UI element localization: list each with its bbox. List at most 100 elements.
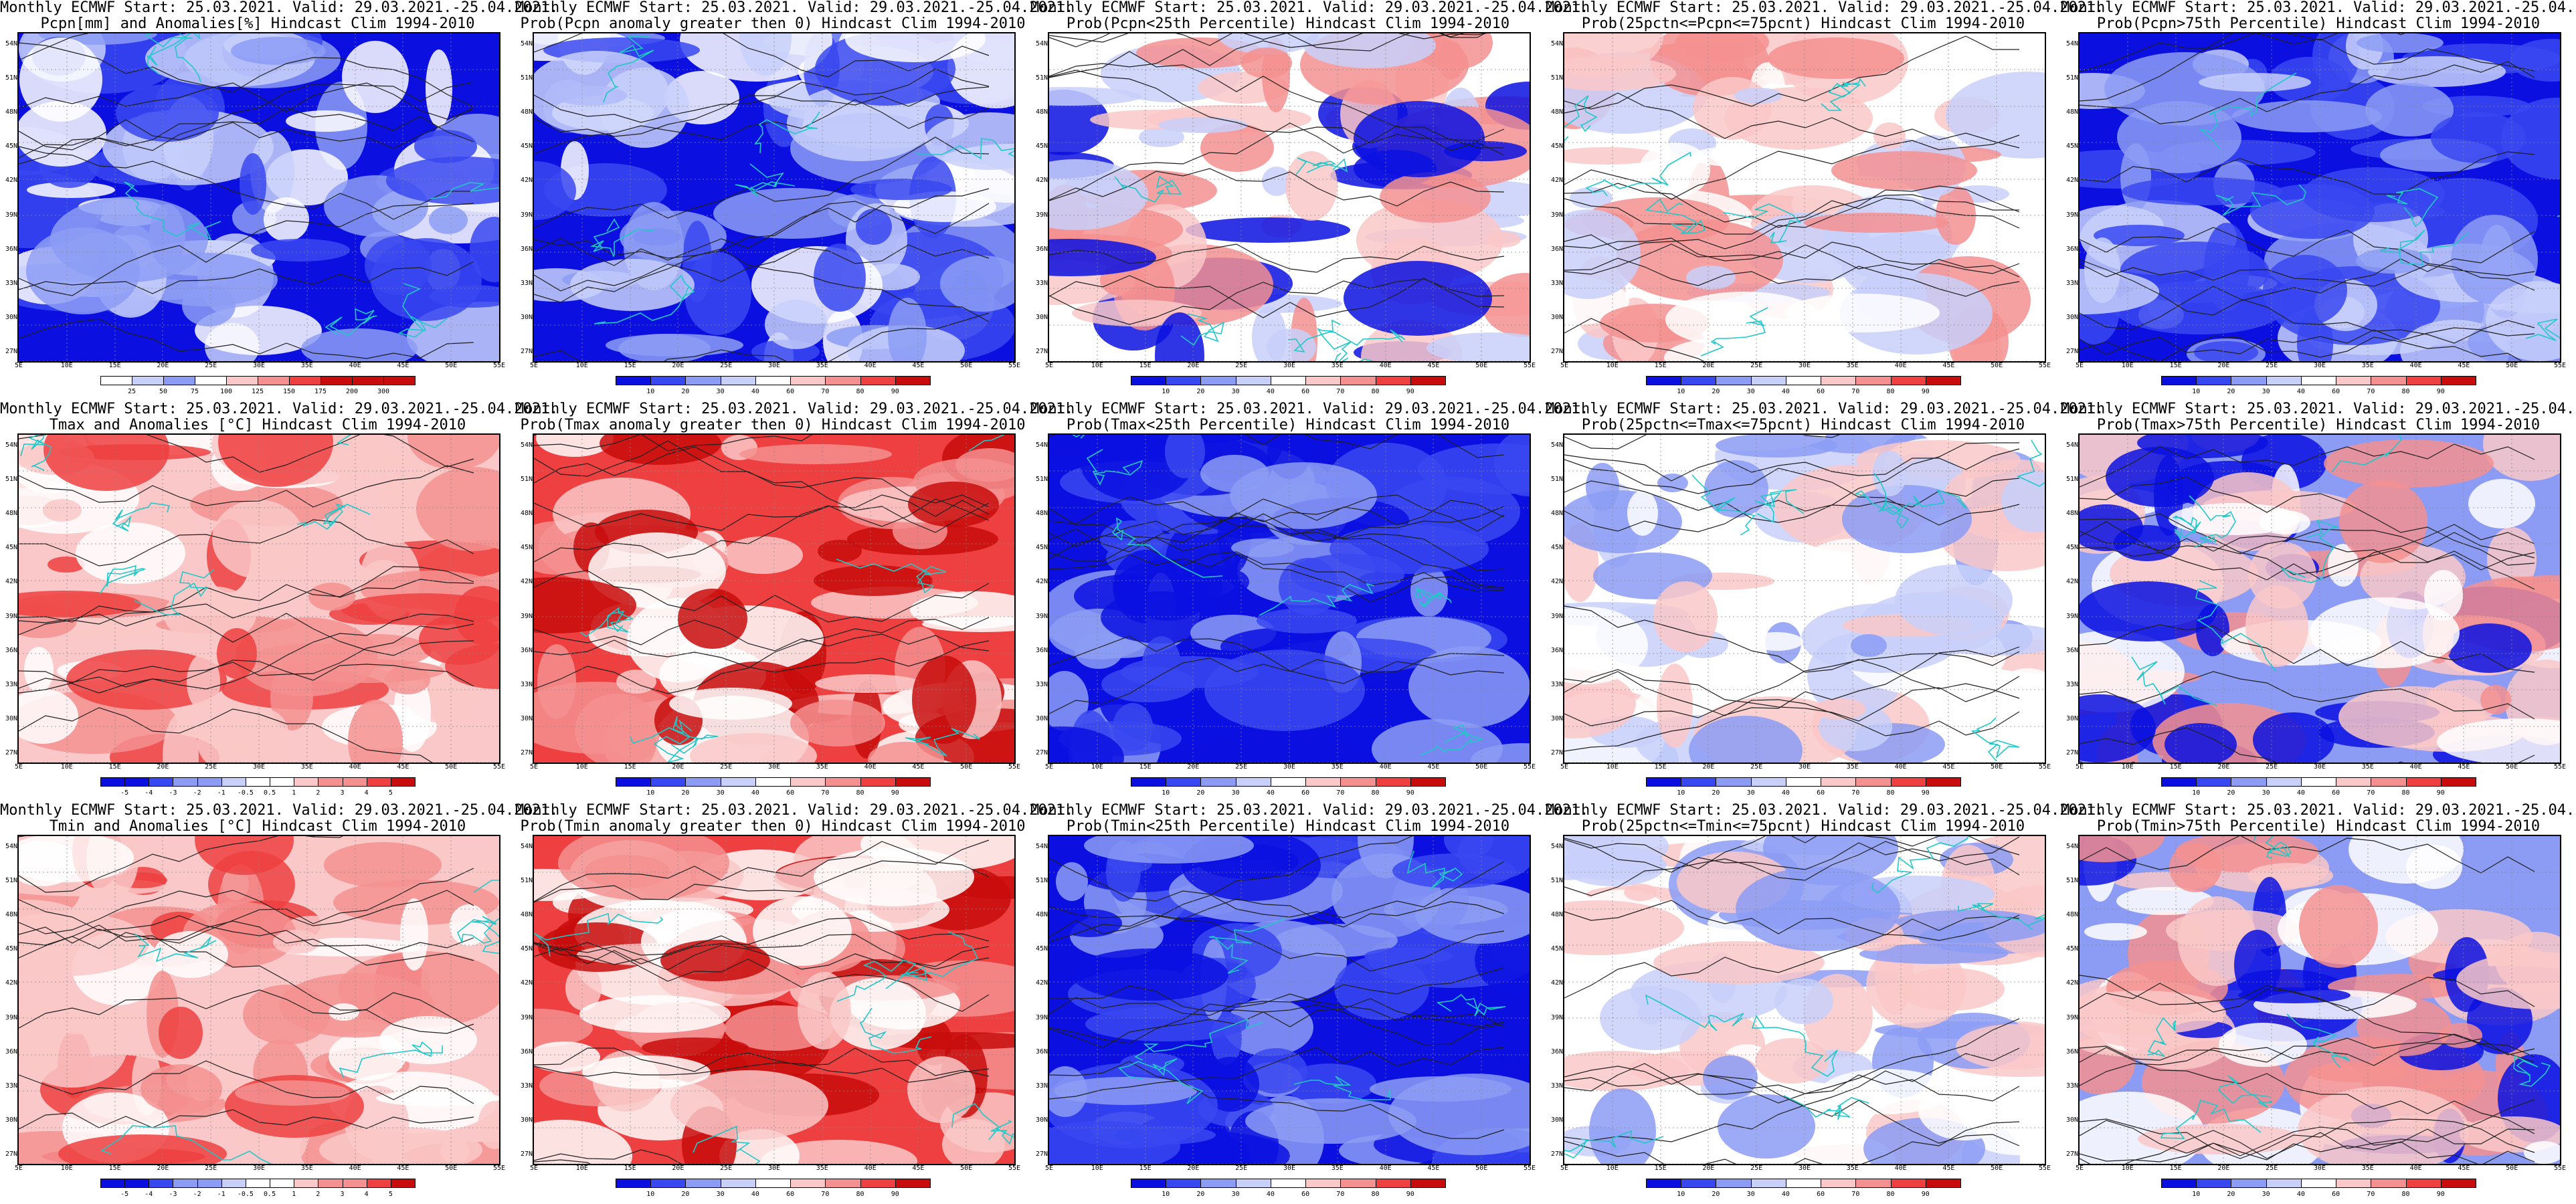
colorbar-segment bbox=[1925, 1179, 1961, 1188]
lon-label: 55E bbox=[2038, 763, 2051, 771]
coastline bbox=[2160, 1099, 2262, 1139]
field-blob bbox=[536, 435, 614, 457]
panel-title: Monthly ECMWF Start: 25.03.2021. Valid: … bbox=[2061, 401, 2576, 433]
field-blob bbox=[1267, 328, 1316, 361]
lon-label: 20E bbox=[157, 362, 169, 369]
field-blob bbox=[1139, 127, 1184, 147]
field-blob bbox=[2199, 73, 2311, 92]
lat-label: 36N bbox=[1035, 245, 1048, 253]
lon-label: 55E bbox=[1523, 1165, 1536, 1172]
field-blob bbox=[141, 1064, 222, 1114]
lon-label: 30E bbox=[252, 763, 266, 771]
lat-label: 27N bbox=[2065, 1150, 2078, 1158]
map-area bbox=[533, 32, 1016, 363]
colorbar-tick: 70 bbox=[821, 1191, 830, 1198]
field-blob bbox=[1734, 88, 1782, 104]
colorbar-tick: 40 bbox=[2296, 1191, 2305, 1198]
colorbar-tick: 100 bbox=[219, 388, 233, 395]
colorbar-segment bbox=[294, 777, 319, 787]
colorbar-segment bbox=[226, 376, 258, 385]
lat-label: 48N bbox=[5, 108, 17, 116]
forecast-panel: Monthly ECMWF Start: 25.03.2021. Valid: … bbox=[0, 0, 558, 401]
contour-line bbox=[1049, 506, 1505, 552]
lon-label: 5E bbox=[1044, 1165, 1054, 1172]
coastline bbox=[1208, 918, 1286, 974]
lon-label: 5E bbox=[2075, 763, 2084, 771]
coastline bbox=[1751, 1015, 1838, 1077]
lon-label: 35E bbox=[816, 763, 828, 771]
contour-line bbox=[1564, 185, 2020, 251]
colorbar-tick: 10 bbox=[1677, 1191, 1685, 1198]
colorbar-segment bbox=[1270, 1179, 1307, 1188]
field-blob bbox=[454, 586, 499, 645]
colorbar-segment bbox=[124, 1179, 150, 1188]
coastline bbox=[693, 1125, 761, 1164]
field-blob bbox=[1200, 455, 1269, 492]
colorbar-tick: 20 bbox=[1196, 789, 1205, 797]
field-blob bbox=[907, 1056, 976, 1123]
colorbar-segment bbox=[100, 777, 126, 787]
lon-label: 40E bbox=[1379, 1165, 1392, 1172]
colorbar-tick: 30 bbox=[2262, 789, 2270, 797]
field-blob bbox=[850, 179, 952, 200]
contour-line bbox=[2080, 513, 2535, 575]
field-blob bbox=[1589, 1088, 1656, 1164]
coastline bbox=[1754, 489, 1805, 523]
colorbar-tick: -3 bbox=[169, 1191, 177, 1198]
lon-label: 25E bbox=[1235, 1165, 1248, 1172]
contour-line bbox=[534, 248, 990, 322]
lat-label: 36N bbox=[5, 1047, 17, 1056]
field-blob bbox=[240, 153, 266, 215]
field-blob bbox=[149, 204, 185, 267]
coastline bbox=[2280, 519, 2340, 583]
colorbar-tick: 40 bbox=[1266, 789, 1275, 797]
field-blob bbox=[251, 239, 350, 262]
field-blob bbox=[1241, 47, 1292, 78]
contour-line bbox=[534, 312, 990, 361]
colorbar-tick: 1 bbox=[292, 1191, 296, 1198]
lon-label: 50E bbox=[1475, 1165, 1488, 1172]
colorbar-segment bbox=[1375, 376, 1411, 385]
colorbar-segment bbox=[1925, 777, 1961, 787]
coastline bbox=[1873, 472, 1910, 529]
lon-label: 20E bbox=[2217, 763, 2230, 771]
colorbar-segment bbox=[790, 376, 826, 385]
lon-label: 10E bbox=[2121, 1165, 2134, 1172]
lon-label: 15E bbox=[108, 362, 121, 369]
colorbar-tick: 10 bbox=[1162, 1191, 1170, 1198]
map-field bbox=[534, 435, 1014, 763]
field-blob bbox=[308, 583, 355, 611]
field-blob bbox=[2451, 215, 2538, 304]
lon-label: 45E bbox=[1427, 362, 1440, 369]
contour-line bbox=[2080, 1038, 2535, 1086]
panel-subtitle: Prob(Tmin<25th Percentile) Hindcast Clim… bbox=[1066, 818, 1510, 835]
coastline bbox=[1871, 836, 1970, 894]
field-blob bbox=[1158, 117, 1248, 133]
contour-line bbox=[19, 42, 474, 108]
contour-line bbox=[2080, 836, 2535, 874]
field-blob bbox=[43, 435, 169, 491]
lat-label: 45N bbox=[5, 945, 17, 953]
lat-label: 45N bbox=[1550, 142, 1563, 150]
colorbar-segment bbox=[616, 777, 652, 787]
coastline bbox=[1293, 1076, 1391, 1100]
lat-label: 27N bbox=[520, 1150, 533, 1158]
lon-label: 35E bbox=[2361, 763, 2374, 771]
colorbar-tick: 4 bbox=[364, 789, 369, 797]
field-blob bbox=[534, 161, 576, 220]
field-blob bbox=[1218, 33, 1318, 54]
field-blob bbox=[814, 565, 933, 596]
contour-line bbox=[1564, 258, 2020, 297]
lat-label: 39N bbox=[2065, 612, 2078, 620]
colorbar-segment bbox=[149, 1179, 174, 1188]
colorbar-tick: 70 bbox=[2367, 388, 2375, 395]
lon-label: 35E bbox=[1846, 1165, 1859, 1172]
field-blob bbox=[1675, 33, 1769, 61]
colorbar-tick: 10 bbox=[1677, 388, 1685, 395]
field-blob bbox=[2248, 542, 2316, 609]
lat-label: 48N bbox=[520, 911, 533, 919]
colorbar-tick: 20 bbox=[2227, 1191, 2235, 1198]
field-blob bbox=[19, 836, 134, 882]
lon-label: 20E bbox=[672, 1165, 684, 1172]
lat-label: 39N bbox=[1550, 1013, 1563, 1021]
